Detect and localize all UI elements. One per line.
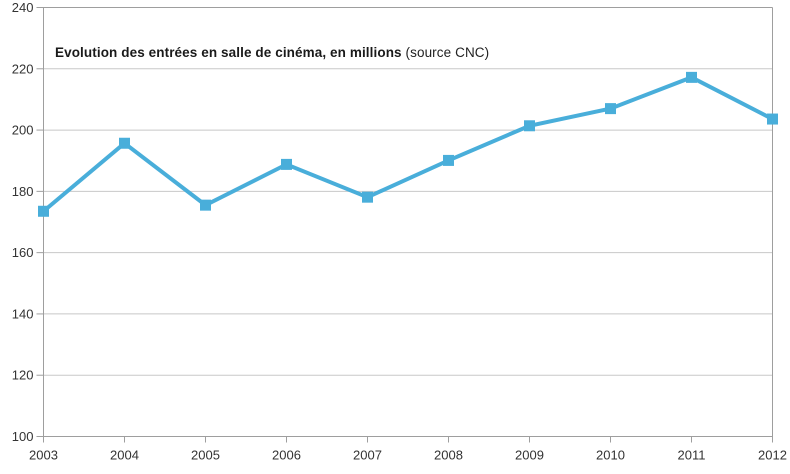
x-tick-label: 2012 [758, 448, 787, 463]
y-tick-label: 180 [12, 184, 34, 199]
data-point-marker [686, 71, 697, 83]
x-tick-label: 2008 [434, 448, 463, 463]
data-point-marker [767, 113, 778, 125]
y-tick-label: 220 [12, 61, 34, 76]
data-point-marker [605, 103, 616, 115]
y-tick-label: 100 [12, 429, 34, 444]
data-series-line [42, 75, 774, 213]
y-tick-label: 120 [12, 368, 34, 383]
x-tick-label: 2011 [678, 448, 706, 463]
y-tick-label: 200 [12, 123, 34, 138]
y-tick-label: 160 [12, 245, 34, 260]
x-tick-label: 2004 [110, 448, 139, 463]
x-tick-label: 2009 [515, 448, 544, 463]
data-point-marker [524, 120, 535, 132]
x-tick-label: 2010 [596, 448, 625, 463]
x-tick-label: 2007 [353, 448, 382, 463]
chart-title: Evolution des entrées en salle de cinéma… [55, 45, 489, 60]
data-point-marker [119, 137, 130, 149]
x-tick-label: 2006 [272, 448, 301, 463]
chart-title-source: (source CNC) [401, 45, 490, 60]
data-point-marker [443, 154, 454, 166]
chart-title-main: Evolution des entrées en salle de cinéma… [55, 45, 402, 60]
y-tick-label: 240 [12, 0, 34, 15]
data-point-marker [200, 199, 211, 211]
data-point-marker [38, 205, 49, 217]
x-tick-label: 2005 [191, 448, 220, 463]
y-tick-label: 140 [12, 306, 34, 321]
x-tick-label: 2003 [29, 448, 58, 463]
data-point-marker [362, 191, 373, 203]
data-point-marker [281, 158, 292, 170]
